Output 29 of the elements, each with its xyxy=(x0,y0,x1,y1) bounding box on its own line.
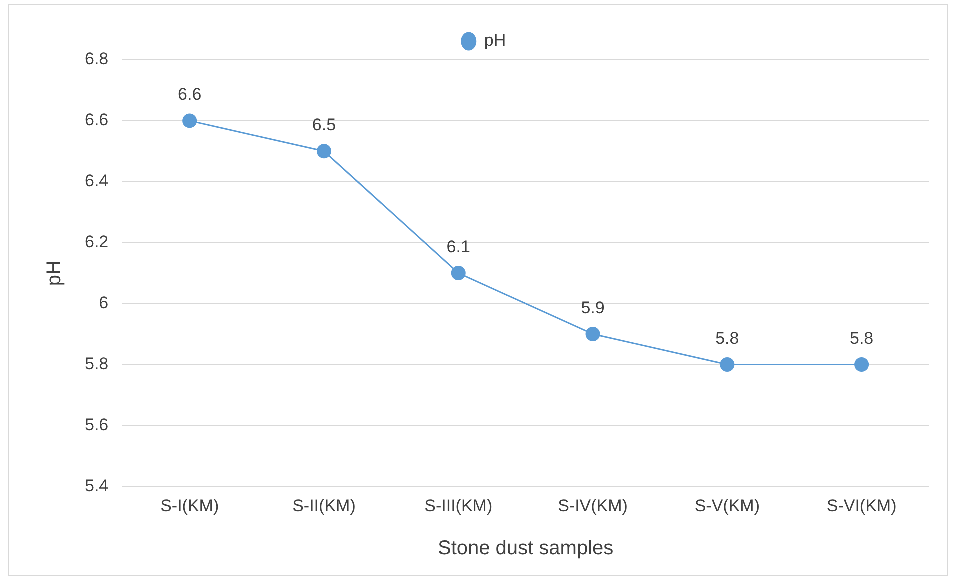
point xyxy=(182,114,198,128)
y-tick-label: 6.6 xyxy=(84,110,109,130)
point xyxy=(854,357,870,372)
point xyxy=(316,144,332,159)
y-axis-title: pH xyxy=(44,260,66,286)
y-tick-label: 5.4 xyxy=(84,476,109,496)
data-label: 6.6 xyxy=(178,85,202,104)
y-tick-label: 5.6 xyxy=(84,415,109,434)
y-tick-label: 6.4 xyxy=(84,172,109,191)
x-tick-label: S-IV(KM) xyxy=(558,496,628,516)
x-axis-title: Stone dust samples xyxy=(438,538,614,560)
y-tick-label: 5.8 xyxy=(84,354,109,374)
legend-label: pH xyxy=(484,31,506,50)
point xyxy=(720,357,735,372)
data-label: 5.8 xyxy=(716,328,740,348)
x-tick-label: S-VI(KM) xyxy=(826,496,897,516)
data-label: 5.8 xyxy=(850,328,874,348)
data-label: 5.9 xyxy=(581,298,605,318)
x-tick-label: S-II(KM) xyxy=(292,496,356,516)
point xyxy=(586,326,600,342)
x-tick-label: S-I(KM) xyxy=(160,496,220,516)
data-label: 6.5 xyxy=(312,116,336,135)
y-tick-label: 6.8 xyxy=(84,50,109,69)
y-tick-label: 6 xyxy=(99,293,109,312)
point xyxy=(451,266,466,281)
data-label: 6.1 xyxy=(446,237,470,256)
x-tick-label: S-III(KM) xyxy=(424,496,493,516)
x-tick-label: S-V(KM) xyxy=(694,496,760,516)
y-tick-label: 6.2 xyxy=(84,232,109,252)
